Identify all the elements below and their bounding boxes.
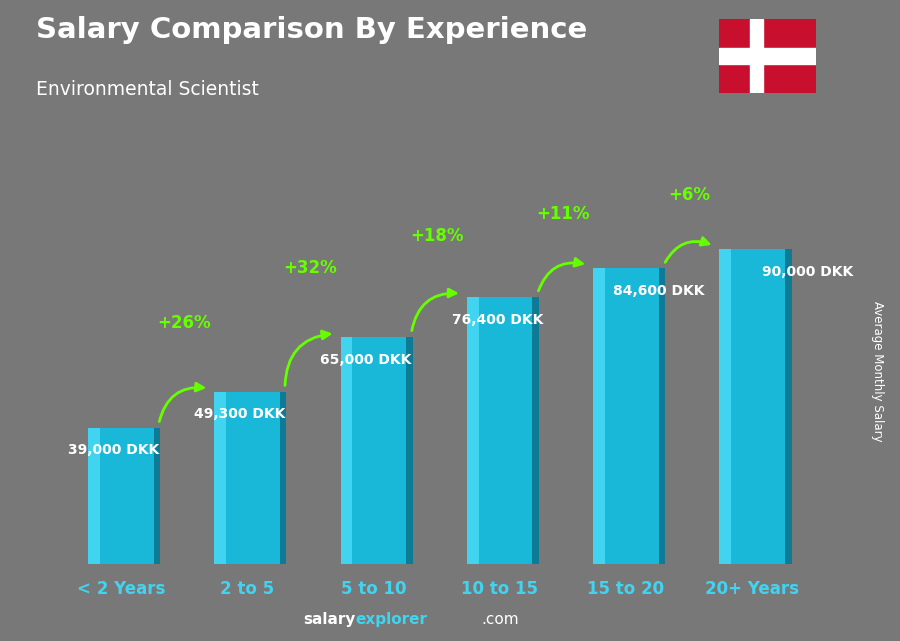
Bar — [406, 337, 413, 564]
Bar — [533, 297, 539, 564]
Text: +18%: +18% — [410, 226, 464, 244]
Bar — [154, 428, 160, 564]
Text: 90,000 DKK: 90,000 DKK — [762, 265, 853, 279]
Text: +11%: +11% — [536, 205, 590, 223]
Bar — [280, 392, 286, 564]
Bar — [593, 269, 659, 564]
Text: 84,600 DKK: 84,600 DKK — [613, 284, 705, 298]
Bar — [593, 269, 605, 564]
Text: +32%: +32% — [284, 260, 338, 278]
Bar — [659, 269, 665, 564]
Bar — [750, 19, 763, 93]
Text: 49,300 DKK: 49,300 DKK — [194, 408, 285, 421]
Bar — [88, 428, 100, 564]
Text: explorer: explorer — [356, 612, 427, 627]
Bar — [719, 249, 731, 564]
Text: Environmental Scientist: Environmental Scientist — [36, 80, 259, 99]
Bar — [719, 249, 785, 564]
Text: .com: .com — [482, 612, 519, 627]
Bar — [214, 392, 226, 564]
Bar — [785, 249, 792, 564]
Text: 65,000 DKK: 65,000 DKK — [320, 353, 411, 367]
Text: +26%: +26% — [158, 314, 211, 332]
Text: 76,400 DKK: 76,400 DKK — [452, 313, 543, 327]
Bar — [718, 48, 816, 64]
Bar — [467, 297, 533, 564]
Bar — [88, 428, 154, 564]
Text: +6%: +6% — [668, 186, 710, 204]
Text: Salary Comparison By Experience: Salary Comparison By Experience — [36, 16, 587, 44]
Bar — [214, 392, 280, 564]
Text: Average Monthly Salary: Average Monthly Salary — [871, 301, 884, 442]
Text: 39,000 DKK: 39,000 DKK — [68, 444, 159, 458]
Bar — [467, 297, 479, 564]
Text: salary: salary — [303, 612, 356, 627]
Bar — [340, 337, 406, 564]
Bar — [340, 337, 352, 564]
